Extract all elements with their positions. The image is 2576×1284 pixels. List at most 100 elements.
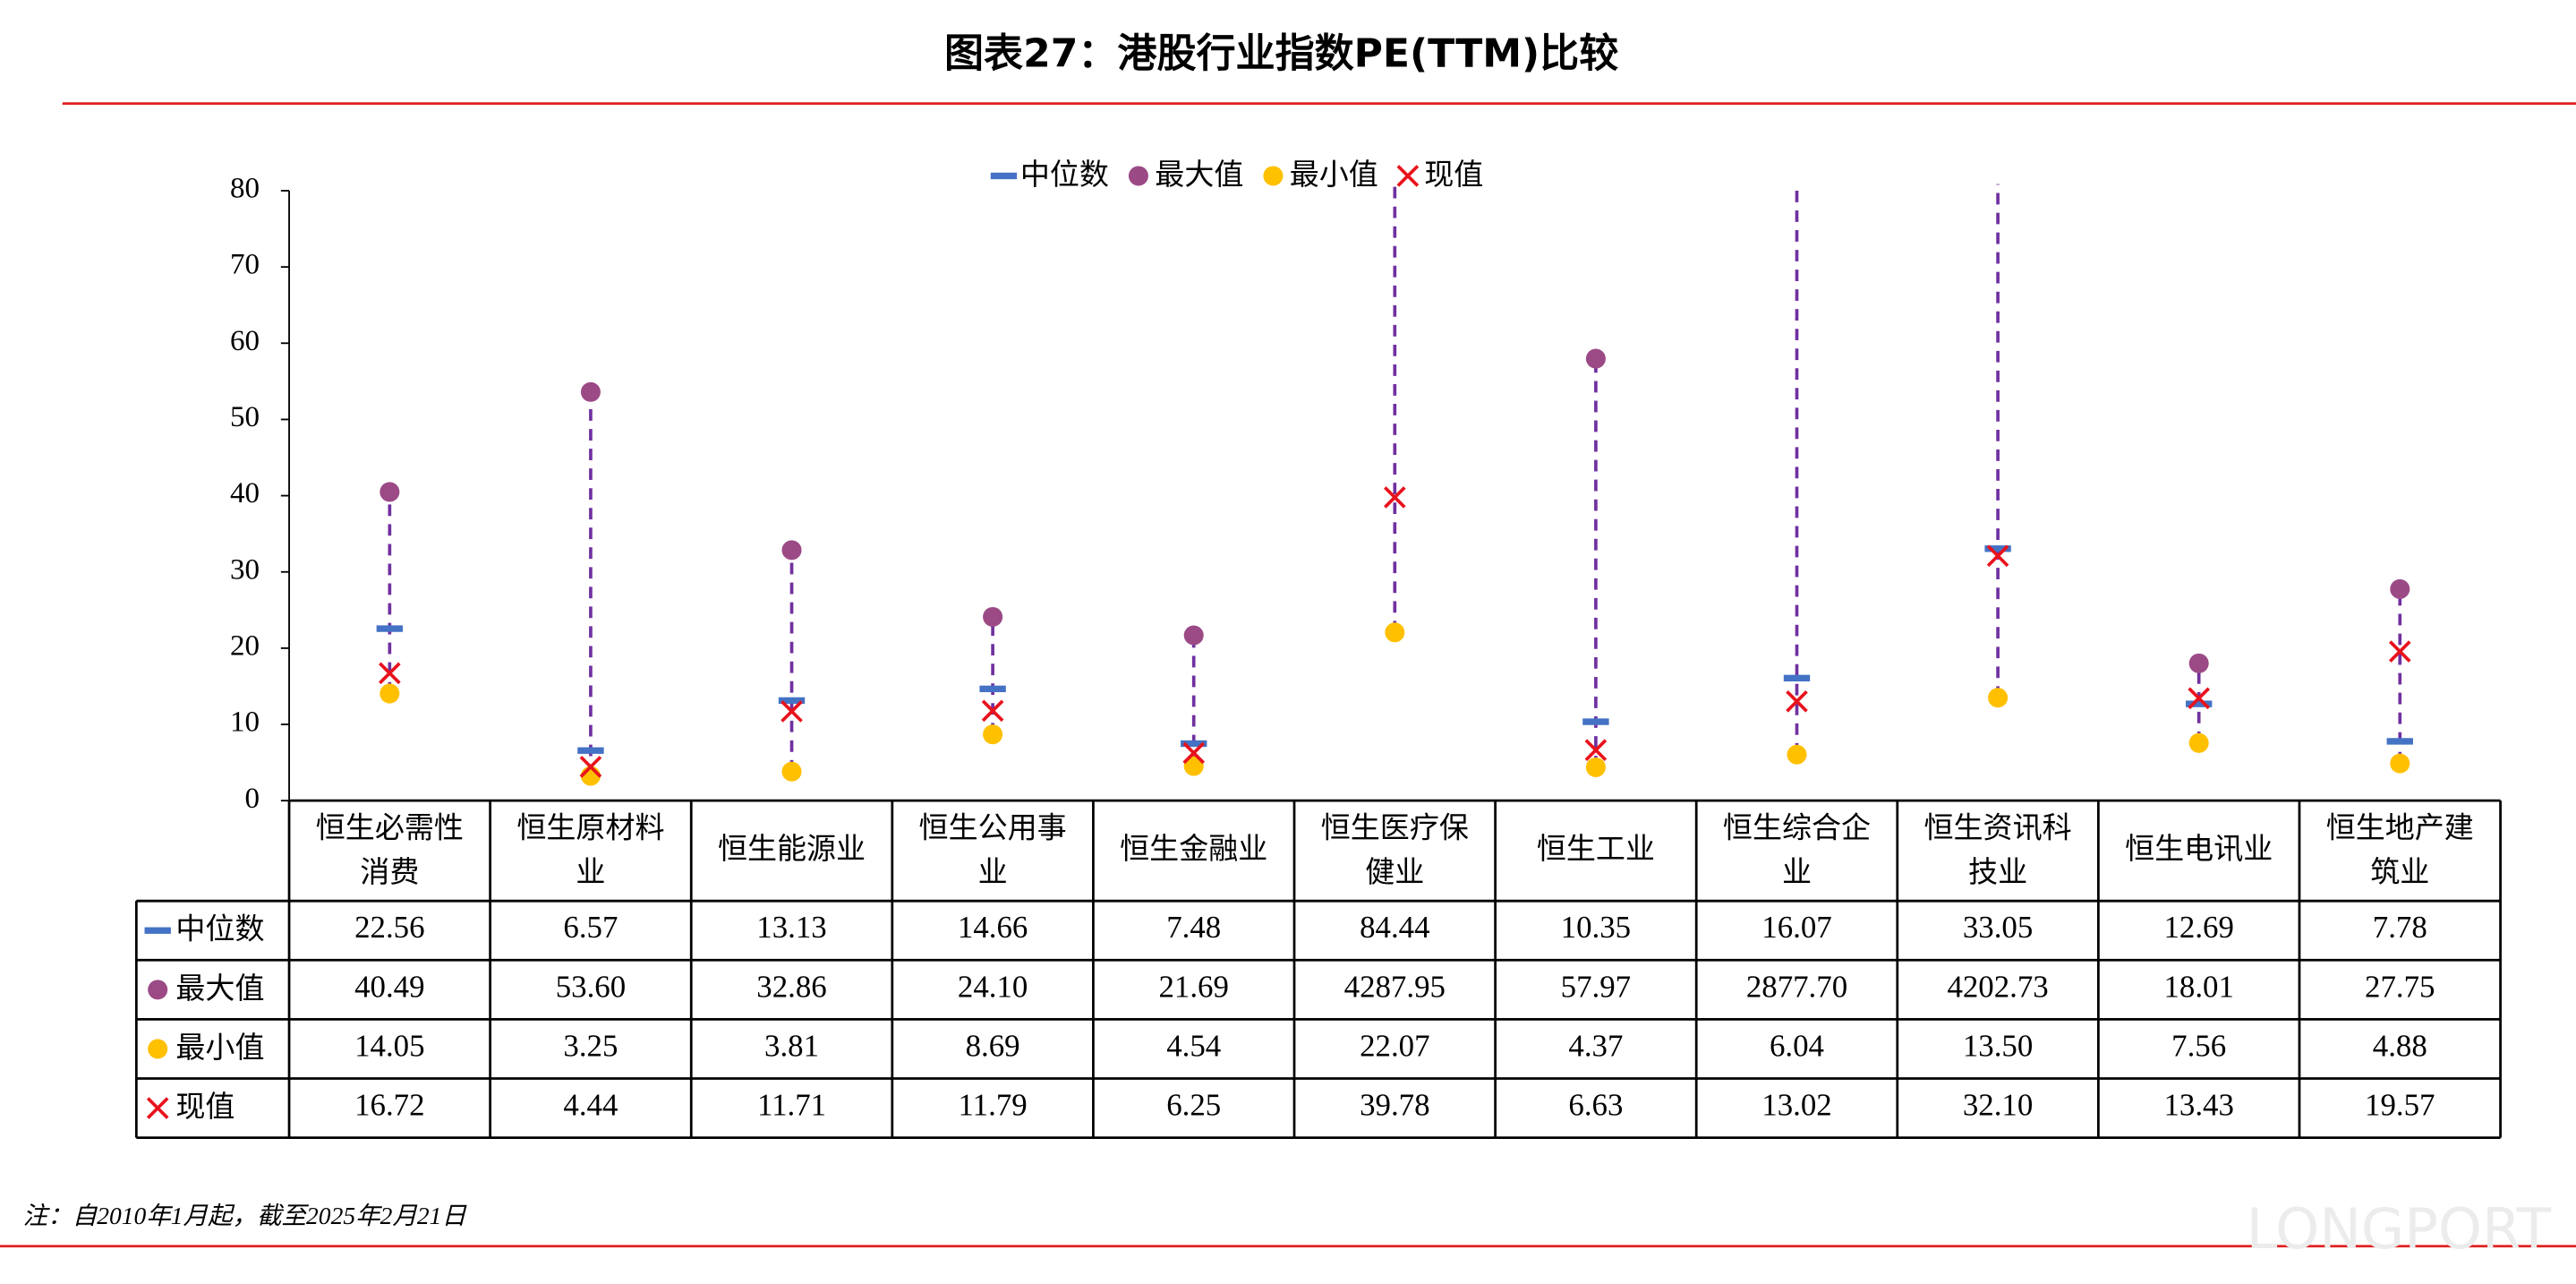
table-value: 53.60 <box>556 969 626 1004</box>
min-marker <box>1385 622 1405 643</box>
table-value: 7.48 <box>1166 910 1221 945</box>
table-value: 4.88 <box>2373 1028 2427 1063</box>
category-label: 恒生能源业 <box>718 831 866 866</box>
max-marker <box>983 606 1003 627</box>
y-tick-label: 50 <box>230 401 260 433</box>
table-value: 4287.95 <box>1344 969 1446 1004</box>
category-label: 恒生原材料业 <box>516 809 664 889</box>
max-marker <box>2390 578 2410 599</box>
min-marker <box>2188 732 2209 753</box>
table-value: 4.37 <box>1568 1028 1623 1063</box>
median-marker <box>778 697 806 705</box>
current-marker <box>1584 739 1608 762</box>
min-marker <box>983 724 1003 745</box>
legend-label: 中位数 <box>1020 157 1109 192</box>
median-marker <box>376 625 404 632</box>
current-marker <box>1396 165 1420 187</box>
plot-area <box>376 154 2413 786</box>
table-value: 16.07 <box>1761 910 1831 945</box>
watermark: LONGPORT <box>2247 1196 2552 1262</box>
footnote: 注：自2010年1月起，截至2025年2月21日 <box>23 1202 468 1229</box>
y-tick-label: 0 <box>244 783 260 815</box>
current-marker <box>2188 687 2210 710</box>
median-marker <box>1984 545 2011 552</box>
max-marker <box>2188 653 2209 673</box>
current-marker <box>2388 640 2411 663</box>
table-value: 7.56 <box>2171 1028 2226 1063</box>
table-value: 7.78 <box>2373 910 2427 945</box>
table-value: 13.13 <box>756 910 826 945</box>
category-label: 恒生必需性消费 <box>316 809 464 889</box>
max-marker <box>1585 348 1606 369</box>
table-value: 6.57 <box>563 910 618 945</box>
table-value: 39.78 <box>1360 1088 1429 1123</box>
table-value: 21.69 <box>1158 969 1228 1004</box>
legend-label: 现值 <box>1424 157 1483 192</box>
max-marker <box>380 482 400 502</box>
legend-label: 最小值 <box>1290 157 1378 192</box>
current-marker <box>981 699 1004 723</box>
category-label: 恒生公用事业 <box>919 809 1067 889</box>
y-tick-label: 10 <box>230 706 260 739</box>
current-marker <box>1182 741 1206 765</box>
current-marker <box>146 1097 169 1119</box>
min-marker <box>1988 688 2009 708</box>
min-marker <box>781 761 802 782</box>
table-value: 10.35 <box>1561 910 1631 945</box>
chart-title: 图表27：港股行业指数PE(TTM)比较 <box>944 30 1618 76</box>
table-value: 14.66 <box>958 910 1028 945</box>
max-marker <box>781 540 802 561</box>
table-value: 22.56 <box>354 910 424 945</box>
y-tick-label: 20 <box>230 629 260 662</box>
median-marker <box>1382 154 1408 160</box>
category-label: 恒生地产建筑业 <box>2326 809 2474 889</box>
row-label: 现值 <box>175 1089 235 1124</box>
table-value: 18.01 <box>2163 969 2233 1004</box>
min-marker <box>148 1039 168 1059</box>
table-value: 13.02 <box>1761 1088 1831 1123</box>
table-value: 16.72 <box>354 1088 424 1123</box>
y-tick-label: 70 <box>230 249 260 281</box>
category-label: 恒生工业 <box>1537 831 1655 866</box>
table-value: 84.44 <box>1360 910 1429 945</box>
current-marker <box>579 756 602 778</box>
median-marker <box>144 927 171 934</box>
table-value: 4.44 <box>563 1088 618 1123</box>
y-tick-label: 60 <box>230 325 260 357</box>
max-marker <box>1183 625 1204 646</box>
table-value: 11.71 <box>757 1088 826 1123</box>
median-marker <box>990 172 1018 180</box>
table-value: 11.79 <box>959 1088 1028 1123</box>
current-marker <box>1986 544 2009 568</box>
max-marker <box>1128 166 1148 186</box>
table-value: 6.63 <box>1568 1088 1623 1123</box>
table-value: 12.69 <box>2163 910 2233 945</box>
category-label: 恒生综合企业 <box>1723 809 1871 889</box>
y-tick-label: 30 <box>230 553 260 586</box>
table-value: 2877.70 <box>1746 969 1847 1004</box>
median-marker <box>1783 674 1811 682</box>
median-marker <box>2386 738 2413 745</box>
median-marker <box>577 747 604 754</box>
table-value: 14.05 <box>354 1028 424 1063</box>
median-marker <box>2185 700 2213 707</box>
current-marker <box>1786 690 1808 713</box>
table-value: 19.57 <box>2365 1088 2435 1123</box>
min-marker <box>380 683 400 704</box>
table-value: 27.75 <box>2365 969 2435 1004</box>
category-label: 恒生金融业 <box>1120 831 1267 866</box>
table-value: 13.50 <box>1963 1028 2033 1063</box>
table-value: 13.43 <box>2163 1088 2233 1123</box>
category-label: 恒生电讯业 <box>2125 831 2273 866</box>
row-label: 中位数 <box>175 912 264 946</box>
row-label: 最小值 <box>175 1030 264 1065</box>
median-marker <box>979 685 1006 693</box>
median-marker <box>1181 740 1207 748</box>
row-label: 最大值 <box>175 971 264 1006</box>
table-value: 6.04 <box>1770 1028 1824 1063</box>
table-value: 57.97 <box>1561 969 1631 1004</box>
table-value: 4.54 <box>1166 1028 1221 1063</box>
legend-label: 最大值 <box>1155 157 1243 192</box>
